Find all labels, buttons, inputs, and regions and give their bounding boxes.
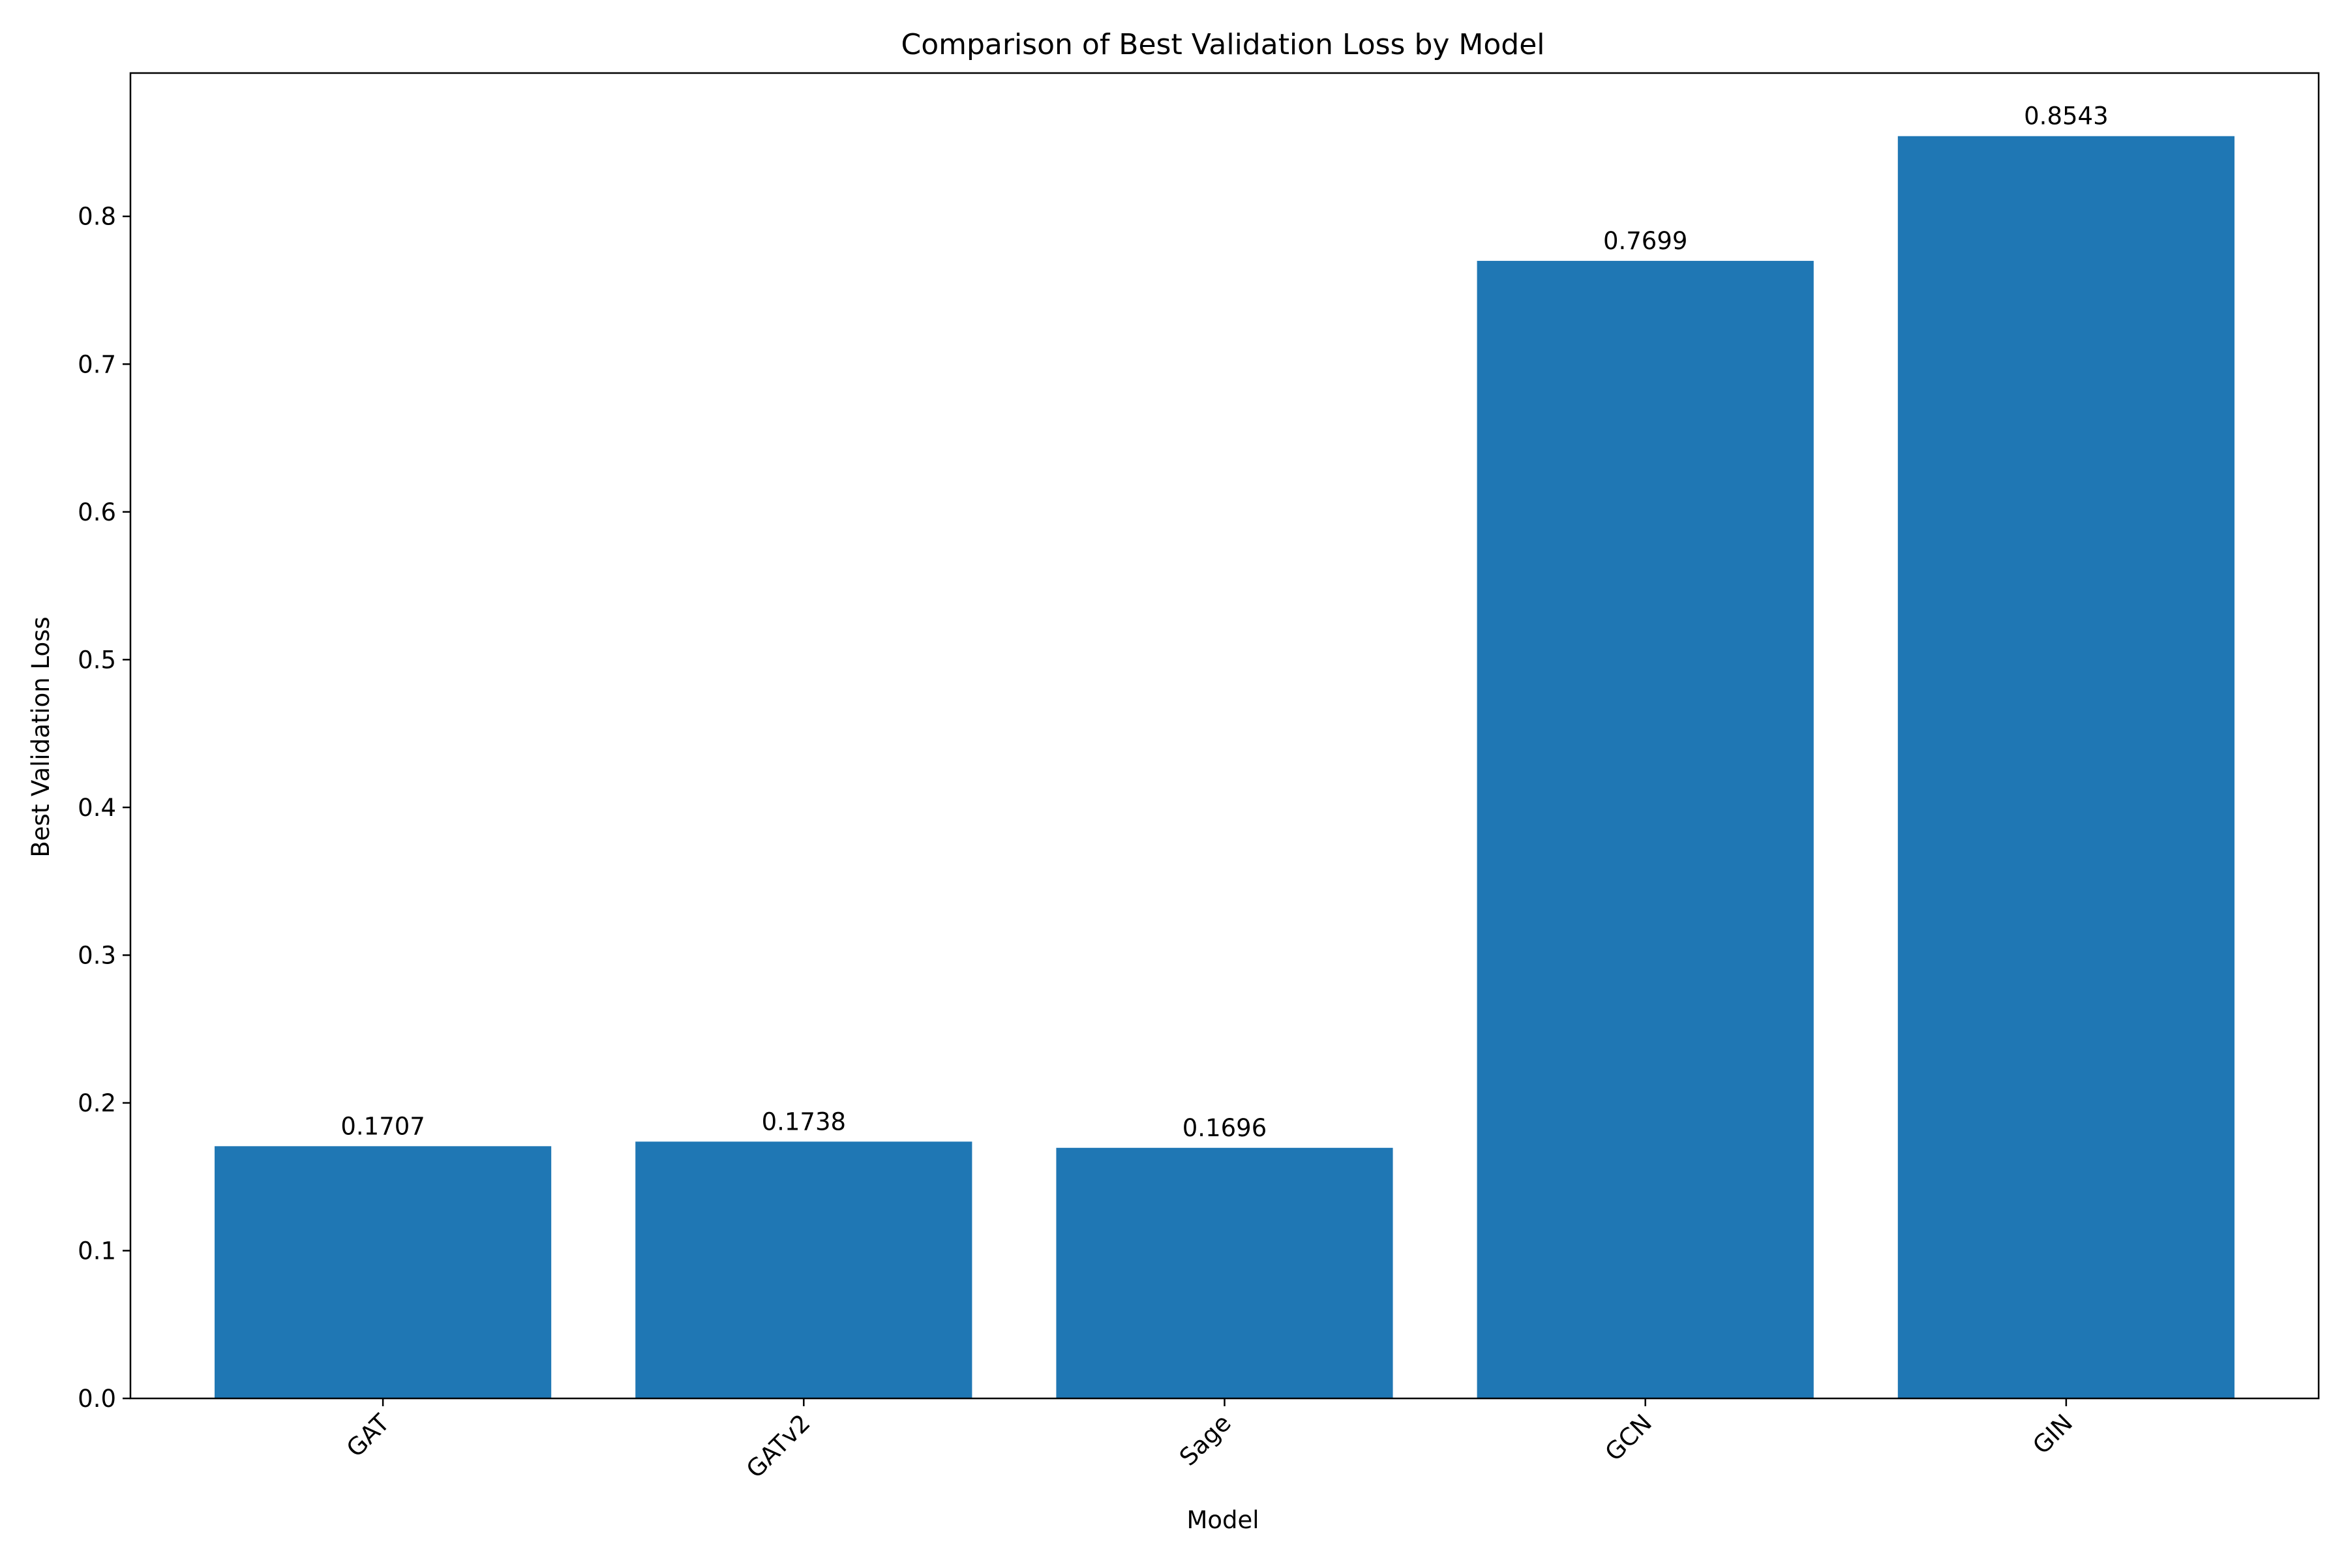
y-tick-label: 0.3 — [78, 941, 116, 969]
data-label-gatv2: 0.1738 — [762, 1108, 846, 1136]
data-label-gcn: 0.7699 — [1603, 227, 1687, 255]
bar-gatv2 — [635, 1141, 972, 1398]
y-axis: 0.0 0.1 0.2 0.3 0.4 0.5 0.6 0.7 0.8 — [78, 203, 130, 1413]
y-tick-label: 0.8 — [78, 203, 116, 231]
x-axis-label: Model — [1186, 1506, 1259, 1534]
bars-layer — [215, 136, 2235, 1399]
plot-frame — [129, 72, 2320, 1400]
y-tick-label: 0.2 — [78, 1089, 116, 1117]
bar-gat — [215, 1146, 552, 1398]
bar-gin — [1897, 136, 2235, 1399]
y-tick-label: 0.7 — [78, 350, 116, 378]
y-axis-label: Best Validation Loss — [27, 616, 55, 857]
y-tick-label: 0.0 — [78, 1385, 116, 1413]
y-tick-label: 0.1 — [78, 1237, 116, 1265]
bar-sage — [1056, 1147, 1393, 1398]
y-tick-label: 0.4 — [78, 794, 116, 822]
bar-gcn — [1477, 260, 1814, 1398]
y-tick-label: 0.6 — [78, 498, 116, 526]
chart-title: Comparison of Best Validation Loss by Mo… — [901, 28, 1544, 61]
data-labels-layer: 0.1707 0.1738 0.1696 0.7699 0.8543 — [340, 102, 2108, 1142]
data-label-gat: 0.1707 — [340, 1112, 425, 1140]
data-label-sage: 0.1696 — [1182, 1114, 1267, 1142]
data-label-gin: 0.8543 — [2024, 102, 2108, 130]
y-tick-label: 0.5 — [78, 646, 116, 674]
